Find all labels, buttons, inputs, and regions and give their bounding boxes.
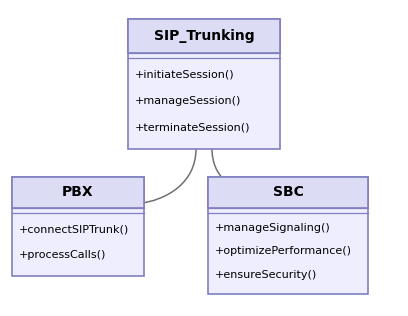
Text: +initiateSession(): +initiateSession() <box>135 70 235 80</box>
Text: SIP_Trunking: SIP_Trunking <box>154 29 254 43</box>
Text: +ensureSecurity(): +ensureSecurity() <box>215 270 317 280</box>
Bar <box>12 177 144 276</box>
Bar <box>208 177 368 294</box>
Text: +manageSignaling(): +manageSignaling() <box>215 223 331 233</box>
Bar <box>128 19 280 53</box>
Text: +processCalls(): +processCalls() <box>19 250 106 260</box>
Text: +manageSession(): +manageSession() <box>135 96 242 106</box>
Text: +connectSIPTrunk(): +connectSIPTrunk() <box>19 224 129 234</box>
Bar <box>128 19 280 149</box>
Text: +terminateSession(): +terminateSession() <box>135 122 251 132</box>
Text: +optimizePerformance(): +optimizePerformance() <box>215 246 352 256</box>
Text: PBX: PBX <box>62 185 94 199</box>
Bar <box>208 177 368 208</box>
Bar <box>12 177 144 208</box>
Text: SBC: SBC <box>273 185 304 199</box>
